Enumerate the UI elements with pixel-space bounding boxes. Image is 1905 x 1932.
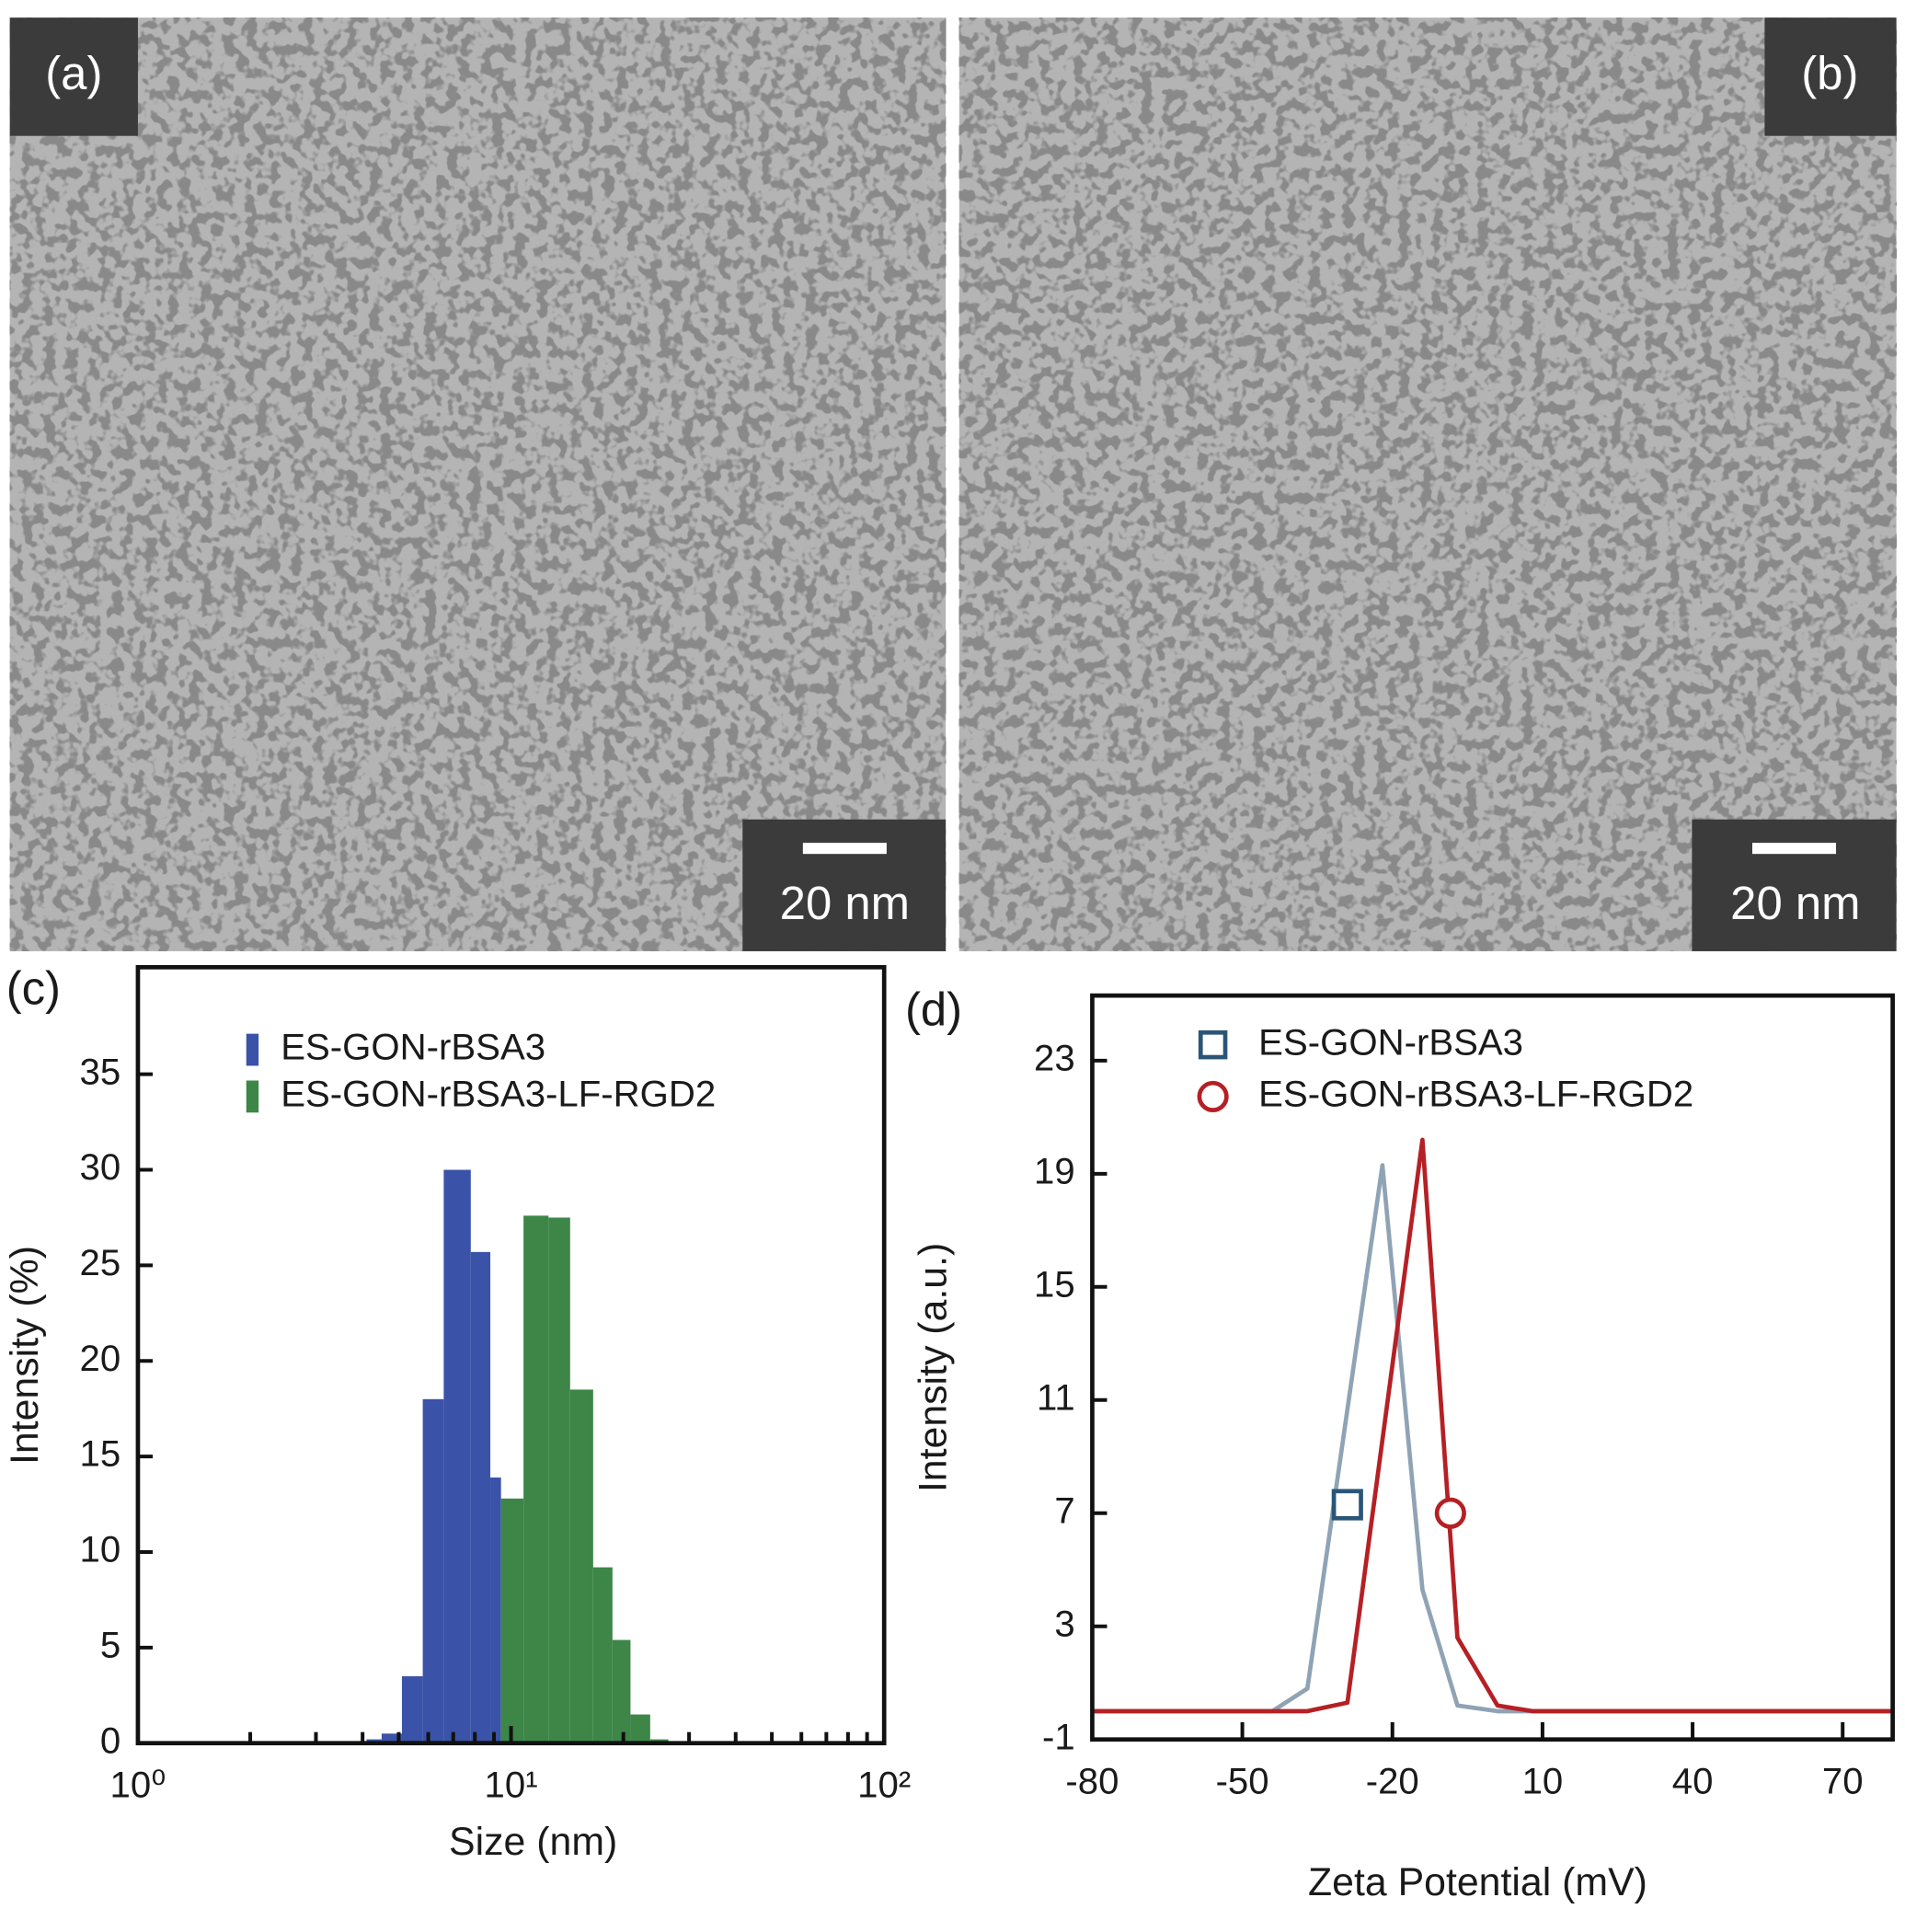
y-tick-label: 0 (100, 1719, 120, 1761)
x-axis-title: Size (nm) (449, 1820, 617, 1864)
histogram-bar (490, 1477, 501, 1743)
x-tick-label: -20 (1366, 1761, 1419, 1802)
scale-bar (802, 843, 887, 855)
chart: (c) Size (nm) Intensity (%) 0 5 10 15 20 25 30 35 1… (3, 962, 911, 1864)
histogram-bar (401, 1676, 423, 1743)
line-series (1092, 1137, 1893, 1714)
y-tick-label: 20 (80, 1338, 121, 1379)
panel-label: (d) (905, 983, 962, 1035)
legend-label: ES-GON-rBSA3-LF-RGD2 (281, 1074, 716, 1115)
y-tick-label: 10 (80, 1529, 121, 1570)
histogram-bar (630, 1714, 650, 1743)
histogram-bar (470, 1251, 491, 1743)
y-axis-title: Intensity (%) (3, 1246, 47, 1465)
histogram-bar (381, 1733, 402, 1743)
x-tick-label: -50 (1216, 1761, 1269, 1802)
x-tick-label: 10² (857, 1765, 911, 1806)
y-tick-label: 3 (1054, 1603, 1074, 1644)
tem-image-b: (b) 20 nm (958, 17, 1897, 951)
y-tick-label: 15 (1034, 1263, 1075, 1305)
scale-bar-label: 20 nm (1730, 877, 1860, 929)
x-tick-label: 10⁰ (110, 1765, 166, 1806)
chart: (d) Zeta Potential (mV) Intensity (a.u.) -1… (905, 983, 1895, 1904)
line-series (1092, 1163, 1893, 1714)
legend-swatch (246, 1033, 259, 1066)
histogram-bar (592, 1567, 613, 1743)
series-marker (1331, 1489, 1363, 1521)
histogram-bar (612, 1639, 631, 1743)
y-tick-label: 30 (80, 1146, 121, 1188)
x-tick-label: -80 (1065, 1761, 1119, 1802)
panel-label: (a) (45, 47, 102, 99)
scale-bar-box (1692, 819, 1897, 951)
y-tick-label: 23 (1034, 1037, 1075, 1078)
y-tick-label: -1 (1042, 1716, 1075, 1757)
legend-marker (1197, 1080, 1229, 1112)
y-tick-label: 11 (1037, 1376, 1075, 1418)
legend-label: ES-GON-rBSA3 (281, 1027, 545, 1068)
scale-bar-label: 20 nm (780, 877, 910, 929)
tem-image-a: (a) 20 nm (9, 17, 947, 951)
x-tick-label: 40 (1672, 1761, 1714, 1802)
x-tick-label: 10¹ (485, 1765, 538, 1806)
label-box (9, 17, 138, 136)
scale-bar (1751, 843, 1837, 855)
scale-bar-box (742, 819, 947, 951)
tem-particles (958, 17, 1897, 951)
y-tick-label: 25 (80, 1242, 121, 1283)
panel-label: (b) (1801, 47, 1858, 99)
x-tick-label: 70 (1822, 1761, 1864, 1802)
histogram-bar (569, 1389, 593, 1743)
panel-label: (c) (6, 962, 61, 1015)
legend-swatch (246, 1080, 259, 1113)
tem-particles (9, 17, 947, 951)
y-tick-label: 5 (100, 1624, 120, 1665)
histogram-bar (422, 1398, 444, 1743)
y-tick-label: 35 (80, 1051, 121, 1092)
legend-marker (1198, 1029, 1228, 1060)
histogram-bar (548, 1217, 570, 1743)
y-tick-label: 7 (1054, 1489, 1074, 1531)
label-box (1764, 17, 1897, 136)
x-axis-title: Zeta Potential (mV) (1308, 1860, 1647, 1904)
series-marker (1434, 1497, 1466, 1529)
y-tick-label: 19 (1034, 1150, 1075, 1191)
y-tick-label: 15 (80, 1433, 121, 1475)
y-axis-title: Intensity (a.u.) (912, 1243, 956, 1492)
histogram-bar (500, 1498, 524, 1743)
x-tick-label: 10 (1522, 1761, 1564, 1802)
legend-label: ES-GON-rBSA3 (1258, 1021, 1523, 1063)
legend-label: ES-GON-rBSA3-LF-RGD2 (1258, 1074, 1693, 1115)
plot-frame (1090, 993, 1895, 1742)
histogram-bar (523, 1215, 549, 1743)
histogram-bar (443, 1169, 471, 1743)
